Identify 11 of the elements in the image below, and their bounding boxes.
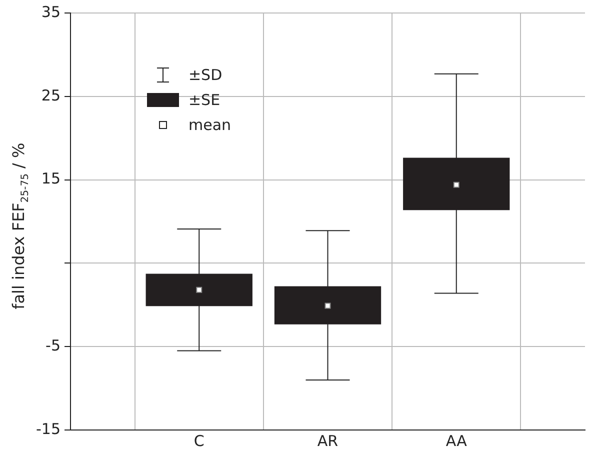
annotation: ±SD (188, 66, 222, 84)
y-tick-label: 15 (41, 170, 60, 188)
x-tick-label: AR (317, 432, 338, 450)
x-tick-label: C (194, 432, 204, 450)
annotation: mean (188, 116, 232, 134)
y-tick-label: -5 (46, 336, 60, 354)
y-tick-label: 35 (41, 2, 60, 21)
y-tick-label: -15 (36, 420, 60, 438)
y-tick-label: 25 (41, 86, 60, 104)
x-tick-label: AA (446, 432, 468, 450)
annotation: ±SE (188, 90, 220, 108)
